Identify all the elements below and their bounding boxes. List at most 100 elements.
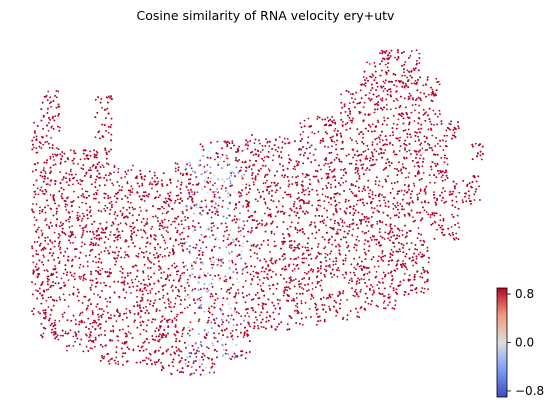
cell-point xyxy=(119,236,122,239)
cell-point xyxy=(60,277,63,280)
cell-point xyxy=(79,178,82,181)
cell-point xyxy=(378,255,380,258)
cell-point xyxy=(288,265,290,268)
cell-point xyxy=(253,142,256,145)
cell-point xyxy=(67,305,70,308)
cell-point xyxy=(110,200,113,203)
cell-point xyxy=(217,191,220,194)
cell-point xyxy=(205,170,208,172)
cell-point xyxy=(390,90,392,93)
cell-point xyxy=(44,141,47,144)
cell-point xyxy=(194,302,197,304)
cell-point xyxy=(343,221,346,224)
cell-point xyxy=(294,168,297,171)
cell-point xyxy=(412,264,414,267)
cell-point xyxy=(247,205,250,208)
cell-point xyxy=(422,239,425,242)
cell-point xyxy=(40,147,43,150)
cell-point xyxy=(205,246,208,249)
cell-point xyxy=(362,106,365,109)
cell-point xyxy=(49,157,52,160)
cell-point xyxy=(319,319,322,322)
cell-point xyxy=(307,187,309,190)
cell-point xyxy=(387,293,390,296)
cell-point xyxy=(192,184,194,186)
cell-point xyxy=(184,295,187,298)
cell-point xyxy=(101,106,103,109)
cell-point xyxy=(54,319,57,322)
cell-point xyxy=(68,235,70,238)
cell-point xyxy=(392,207,395,210)
cell-point xyxy=(305,257,308,260)
cell-point xyxy=(240,166,243,169)
cell-point xyxy=(171,248,174,250)
cell-point xyxy=(272,154,275,157)
cell-point xyxy=(214,158,216,161)
cell-point xyxy=(398,229,401,232)
cell-point xyxy=(408,172,411,174)
cell-point xyxy=(329,266,331,268)
cell-point xyxy=(148,183,151,186)
cell-point xyxy=(115,201,118,204)
cell-point xyxy=(401,74,404,77)
cell-point xyxy=(81,311,84,314)
cell-point xyxy=(203,165,206,168)
cell-point xyxy=(334,186,337,189)
cell-point xyxy=(113,171,115,174)
cell-point xyxy=(144,232,147,234)
cell-point xyxy=(427,288,430,291)
cell-point xyxy=(411,104,414,106)
cell-point xyxy=(42,263,45,266)
cell-point xyxy=(92,341,95,344)
cell-point xyxy=(207,150,210,153)
cell-point xyxy=(450,226,453,228)
cell-point xyxy=(394,56,396,59)
cell-point xyxy=(250,168,253,171)
cell-point xyxy=(86,190,89,193)
cell-point xyxy=(292,263,295,266)
cell-point xyxy=(305,189,307,191)
cell-point xyxy=(418,104,420,107)
cell-point xyxy=(175,194,178,197)
cell-point xyxy=(124,176,126,178)
cell-point xyxy=(152,215,155,218)
cell-point xyxy=(407,176,410,179)
cell-point xyxy=(332,135,334,138)
cell-point xyxy=(370,151,373,154)
cell-point xyxy=(314,175,316,178)
cell-point xyxy=(126,181,129,183)
cell-point xyxy=(282,258,285,261)
cell-point xyxy=(168,205,171,208)
cell-point xyxy=(451,134,454,137)
cell-point xyxy=(348,162,351,165)
cell-point xyxy=(142,306,145,309)
cell-point xyxy=(44,172,47,175)
cell-point xyxy=(290,317,293,320)
cell-point xyxy=(391,187,394,190)
cell-point xyxy=(430,168,433,171)
cell-point xyxy=(323,207,326,210)
cell-point xyxy=(311,131,314,134)
cell-point xyxy=(200,345,203,347)
cell-point xyxy=(410,193,412,196)
cell-point xyxy=(420,154,422,157)
cell-point xyxy=(38,212,41,215)
cell-point xyxy=(366,272,369,275)
cell-point xyxy=(206,346,208,349)
cell-point xyxy=(249,325,252,328)
cell-point xyxy=(212,184,214,187)
cell-point xyxy=(200,307,203,309)
cell-point xyxy=(301,253,304,256)
cell-point xyxy=(135,264,138,267)
cell-point xyxy=(406,69,409,72)
cell-point xyxy=(131,206,134,209)
cell-point xyxy=(89,176,92,179)
cell-point xyxy=(297,164,300,166)
cell-point xyxy=(384,149,387,151)
cell-point xyxy=(335,203,338,206)
cell-point xyxy=(185,264,187,267)
cell-point xyxy=(445,140,447,143)
cell-point xyxy=(389,229,392,232)
cell-point xyxy=(214,190,217,193)
cell-point xyxy=(338,269,340,272)
